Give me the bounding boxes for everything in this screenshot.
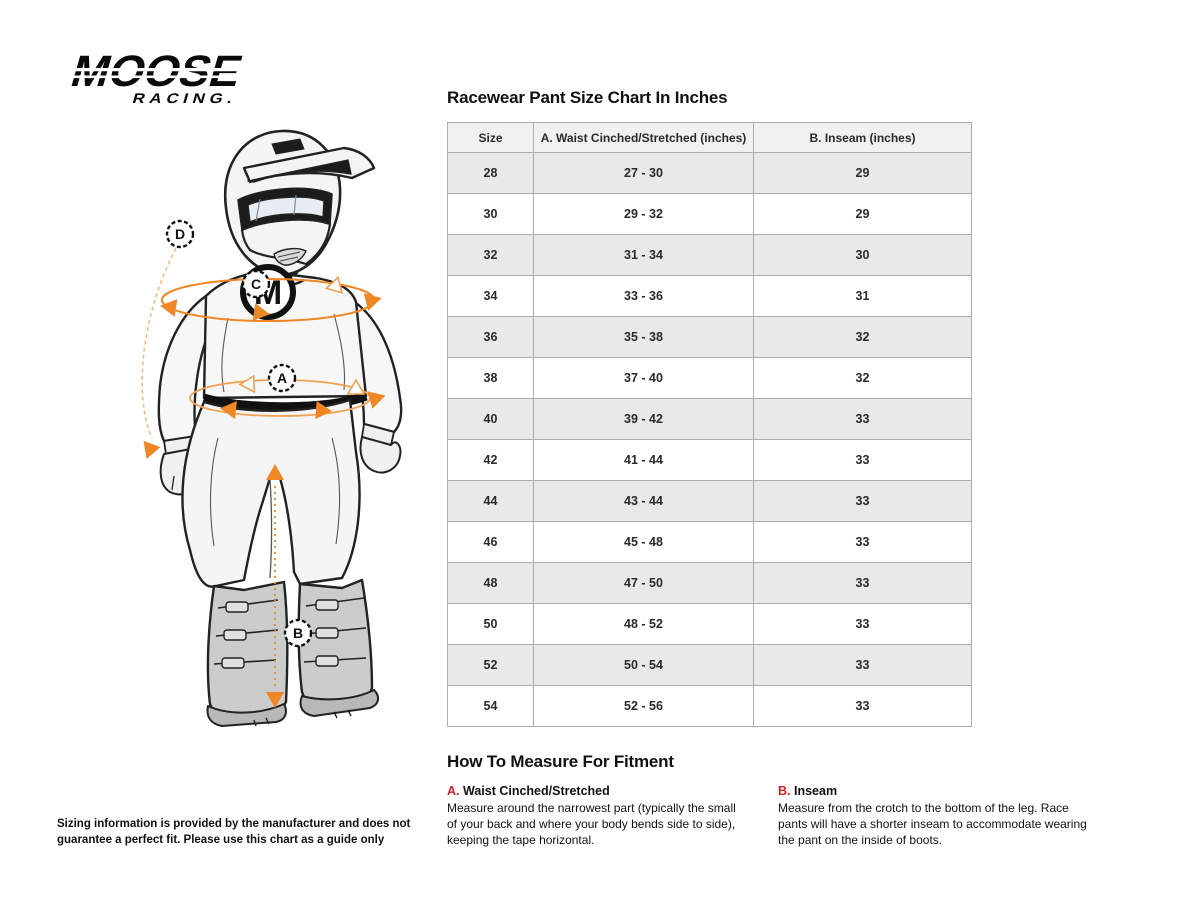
inseam-cell: 32 [753, 316, 972, 358]
inseam-cell: 33 [753, 685, 972, 727]
inseam-cell: 33 [753, 480, 972, 522]
waist-cell: 41 - 44 [533, 439, 754, 481]
size-cell: 50 [447, 603, 534, 645]
inseam-cell: 33 [753, 562, 972, 604]
svg-text:A: A [277, 370, 287, 386]
measure-item-inseam-label: B. Inseam [778, 784, 1090, 798]
size-cell: 54 [447, 685, 534, 727]
table-row: 28 27 - 30 29 [447, 152, 972, 194]
size-cell: 48 [447, 562, 534, 604]
table-header-row: Size A. Waist Cinched/Stretched (inches)… [447, 122, 972, 153]
size-chart-table: Size A. Waist Cinched/Stretched (inches)… [447, 122, 972, 727]
inseam-cell: 32 [753, 357, 972, 399]
inseam-cell: 33 [753, 644, 972, 686]
size-cell: 30 [447, 193, 534, 235]
size-cell: 38 [447, 357, 534, 399]
svg-text:D: D [175, 226, 185, 242]
table-row: 42 41 - 44 33 [447, 439, 972, 481]
waist-cell: 39 - 42 [533, 398, 754, 440]
column-header-inseam: B. Inseam (inches) [753, 122, 972, 153]
inseam-cell: 33 [753, 603, 972, 645]
rider-pants [181, 398, 361, 588]
column-header-size: Size [447, 122, 534, 153]
table-row: 30 29 - 32 29 [447, 193, 972, 235]
table-row: 40 39 - 42 33 [447, 398, 972, 440]
inseam-cell: 33 [753, 398, 972, 440]
waist-cell: 47 - 50 [533, 562, 754, 604]
waist-cell: 50 - 54 [533, 644, 754, 686]
how-to-measure-title: How To Measure For Fitment [447, 752, 674, 771]
size-cell: 46 [447, 521, 534, 563]
waist-cell: 35 - 38 [533, 316, 754, 358]
measure-item-inseam-description: Measure from the crotch to the bottom of… [778, 801, 1087, 847]
column-header-waist: A. Waist Cinched/Stretched (inches) [533, 122, 754, 153]
waist-cell: 43 - 44 [533, 480, 754, 522]
size-cell: 52 [447, 644, 534, 686]
waist-belt [202, 391, 368, 412]
measure-label-a-text: Waist Cinched/Stretched [462, 784, 610, 798]
size-cell: 36 [447, 316, 534, 358]
svg-text:C: C [251, 276, 261, 292]
inseam-label: B [283, 618, 313, 648]
svg-text:B: B [293, 625, 303, 641]
table-row: 50 48 - 52 33 [447, 603, 972, 645]
chest-label: C [241, 269, 271, 299]
size-cell: 42 [447, 439, 534, 481]
waist-cell: 37 - 40 [533, 357, 754, 399]
brand-logo: MOOSE RACING. [52, 46, 262, 108]
measure-item-waist-label: A. Waist Cinched/Stretched [447, 784, 747, 798]
waist-cell: 33 - 36 [533, 275, 754, 317]
waist-cell: 45 - 48 [533, 521, 754, 563]
sizing-disclaimer: Sizing information is provided by the ma… [57, 818, 411, 846]
rider-measurement-diagram: M C [138, 129, 403, 727]
waist-cell: 27 - 30 [533, 152, 754, 194]
size-cell: 34 [447, 275, 534, 317]
waist-cell: 29 - 32 [533, 193, 754, 235]
table-row: 34 33 - 36 31 [447, 275, 972, 317]
waist-cell: 31 - 34 [533, 234, 754, 276]
size-cell: 44 [447, 480, 534, 522]
table-row: 32 31 - 34 30 [447, 234, 972, 276]
size-chart-section: Racewear Pant Size Chart In Inches Size … [447, 88, 972, 727]
rider-boots [206, 578, 380, 727]
size-cell: 40 [447, 398, 534, 440]
measure-item-waist-description: Measure around the narrowest part (typic… [447, 801, 736, 847]
waist-label: A [267, 363, 297, 393]
measure-label-b-text: Inseam [793, 784, 838, 798]
brand-logo-graphic: MOOSE RACING. [66, 46, 248, 107]
measure-letter-b: B. [778, 784, 791, 798]
brand-sub-text: RACING. [131, 91, 239, 107]
table-row: 48 47 - 50 33 [447, 562, 972, 604]
size-chart-title: Racewear Pant Size Chart In Inches [447, 88, 728, 107]
table-row: 54 52 - 56 33 [447, 685, 972, 727]
how-to-measure-section: How To Measure For Fitment A. Waist Cinc… [447, 752, 1127, 848]
measure-letter-a: A. [447, 784, 460, 798]
inseam-cell: 33 [753, 439, 972, 481]
size-table-body: 28 27 - 30 29 30 29 - 32 29 32 31 - 34 30 34 33 - … [447, 152, 972, 727]
inseam-cell: 29 [753, 193, 972, 235]
inseam-cell: 33 [753, 521, 972, 563]
inseam-cell: 31 [753, 275, 972, 317]
rider-helmet [223, 129, 376, 276]
table-row: 36 35 - 38 32 [447, 316, 972, 358]
sleeve-measure-guide [138, 225, 260, 463]
inseam-cell: 30 [753, 234, 972, 276]
measure-item-waist: A. Waist Cinched/Stretched Measure aroun… [447, 784, 747, 848]
table-row: 46 45 - 48 33 [447, 521, 972, 563]
waist-cell: 48 - 52 [533, 603, 754, 645]
table-row: 38 37 - 40 32 [447, 357, 972, 399]
measure-item-inseam: B. Inseam Measure from the crotch to the… [778, 784, 1090, 848]
waist-cell: 52 - 56 [533, 685, 754, 727]
table-row: 44 43 - 44 33 [447, 480, 972, 522]
size-cell: 28 [447, 152, 534, 194]
inseam-cell: 29 [753, 152, 972, 194]
size-cell: 32 [447, 234, 534, 276]
table-row: 52 50 - 54 33 [447, 644, 972, 686]
sleeve-label: D [165, 219, 195, 249]
